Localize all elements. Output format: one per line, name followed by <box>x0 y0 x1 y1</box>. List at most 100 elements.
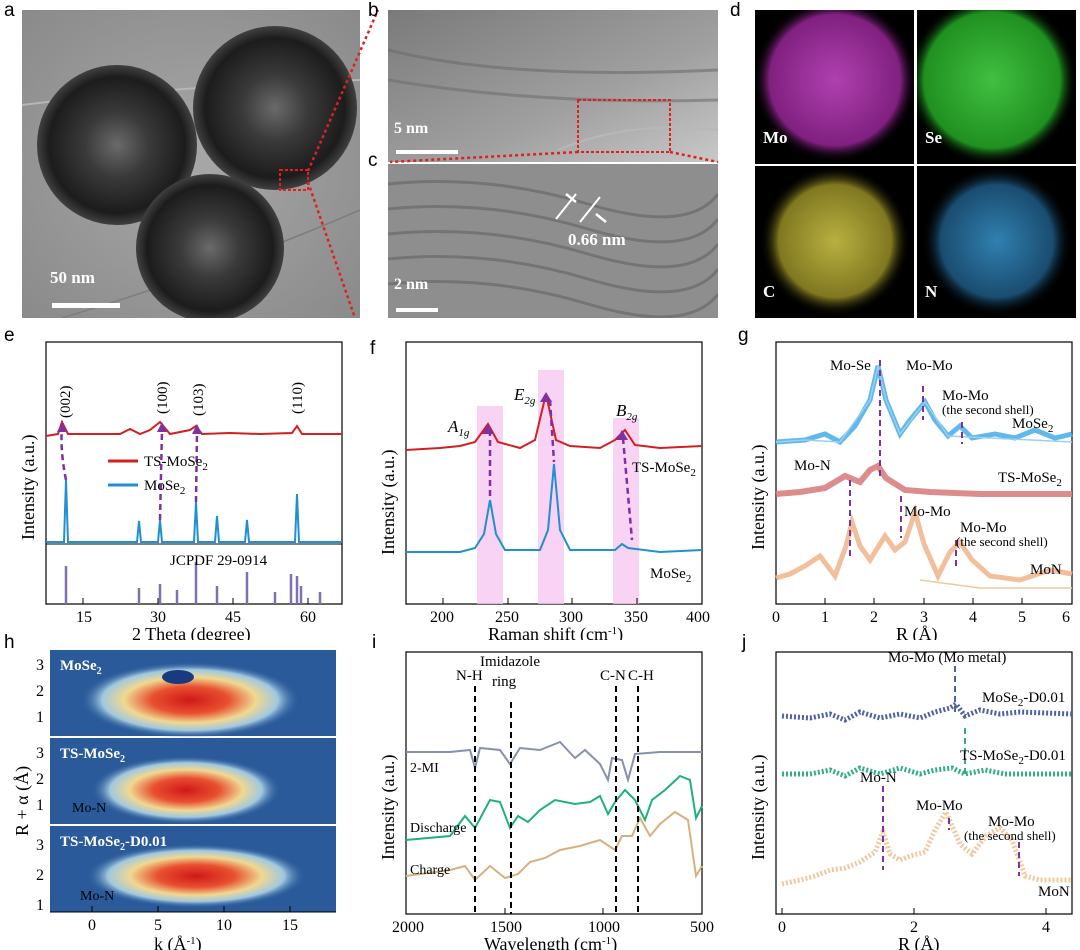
h-ytick-2b: 2 <box>36 771 44 788</box>
f-ylabel: Intensity (a.u.) <box>378 450 399 555</box>
panel-h-label: h <box>4 632 15 653</box>
g-xtick-1: 1 <box>821 609 829 626</box>
g-series-mon: MoN <box>1030 562 1062 578</box>
h-ytick-3b: 3 <box>36 745 44 762</box>
tem-image-a: 50 nm <box>22 10 360 318</box>
j-mose2-curve <box>781 700 1073 723</box>
zoom-lines-b <box>389 150 719 164</box>
raman-chart: 200 250 300 350 400 Raman shift (cm-1) I… <box>378 341 710 640</box>
xrd-ts-curve <box>45 419 342 437</box>
j-ann-mon: Mo-N <box>860 770 897 786</box>
h-ytick-3: 3 <box>36 657 44 674</box>
j-ts-curve <box>782 765 1072 779</box>
e-xtick-45: 45 <box>225 609 241 626</box>
f-mode-b2g: B2g <box>616 401 638 423</box>
e-xtick-60: 60 <box>300 609 316 626</box>
h-xlabel: k (Å-1) <box>154 934 202 950</box>
e-ylabel: Intensity (a.u.) <box>18 435 39 540</box>
i-band-ring: ring <box>492 674 517 690</box>
e-xtick-15: 15 <box>76 609 92 626</box>
j-xlabel: R (Å) <box>898 934 940 950</box>
h-map-mose2: MoSe2 <box>60 658 102 677</box>
eds-map-se: Se <box>917 10 1076 164</box>
i-xtick-1500: 1500 <box>490 919 522 936</box>
h-ytick-1c: 1 <box>36 897 44 914</box>
g-ann-mose: Mo-Se <box>830 358 871 374</box>
h-map-ts: TS-MoSe2 <box>60 746 125 765</box>
lattice-spacing: 0.66 nm <box>568 230 626 249</box>
j-ylabel: Intensity (a.u.) <box>748 755 769 860</box>
f-series-ts: TS-MoSe2 <box>632 460 696 479</box>
j-series-ts: TS-MoSe2-D0.01 <box>960 748 1066 767</box>
g-xtick-3: 3 <box>920 609 928 626</box>
g-xtick-0: 0 <box>772 609 780 626</box>
g-mon-curve <box>775 503 1073 583</box>
eds-label-c: C <box>763 282 776 301</box>
panel-j-label: j <box>742 632 747 653</box>
f-xtick-250: 250 <box>495 609 519 626</box>
g-xlabel: R (Å) <box>896 624 938 640</box>
e-legend-mose2: MoSe2 <box>144 478 185 497</box>
e-peak-103: (103) <box>191 384 207 417</box>
e-ref-card: JCPDF 29-0914 <box>170 553 268 569</box>
f-xtick-350: 350 <box>624 609 648 626</box>
j-xtick-0: 0 <box>778 919 786 936</box>
e-peak-002: (002) <box>58 386 74 419</box>
h-ytick-1: 1 <box>36 709 44 726</box>
raman-mose2-curve <box>406 463 703 554</box>
eds-map-mo: Mo <box>755 10 914 164</box>
f-xtick-300: 300 <box>559 609 583 626</box>
panel-i-label: i <box>372 632 377 653</box>
panel-e-label: e <box>4 325 15 346</box>
f-mode-e2g: E2g <box>513 385 536 407</box>
zoom-lines <box>306 9 380 319</box>
panel-b-label: b <box>368 0 379 21</box>
i-2mi-curve <box>406 740 702 784</box>
i-xlabel: Wavelength (cm-1) <box>484 934 617 950</box>
h-ytick-1b: 1 <box>36 797 44 814</box>
e-xlabel: 2 Theta (degree) <box>132 624 251 640</box>
exafs-chart: 0 1 2 3 4 5 6 R (Å) Intensity (a.u.) Mo-… <box>748 341 1073 640</box>
scale-c: 2 nm <box>394 276 429 293</box>
exafs-j-chart: 0 2 4 R (Å) Intensity (a.u.) Mo-Mo (Mo m… <box>748 650 1073 950</box>
g-ann-momo4: Mo-Mo <box>960 520 1007 536</box>
g-ts-curve <box>775 462 1072 497</box>
h-map-tsd: TS-MoSe2-D0.01 <box>60 834 167 853</box>
j-ann-second: (the second shell) <box>964 828 1056 843</box>
scale-a: 50 nm <box>50 268 95 287</box>
i-band-nh: N-H <box>456 668 483 684</box>
f-xtick-400: 400 <box>686 609 710 626</box>
i-band-imid: Imidazole <box>480 654 540 670</box>
panel-d-label: d <box>730 0 741 21</box>
g-ann-second2: (the second shell) <box>956 534 1048 549</box>
g-ann-second: (the second shell) <box>942 402 1034 417</box>
h-xtick-10: 10 <box>216 917 232 934</box>
e-peak-110: (110) <box>290 382 306 414</box>
f-series-mose2: MoSe2 <box>650 566 691 585</box>
h-mon-1: Mo-N <box>72 801 106 816</box>
i-charge-curve <box>405 810 703 882</box>
g-ann-momo3: Mo-Mo <box>904 504 951 520</box>
g-series-mose2: MoSe2 <box>1012 416 1053 435</box>
g-xtick-5: 5 <box>1018 609 1026 626</box>
g-ann-momo: Mo-Mo <box>906 358 953 374</box>
f-xlabel: Raman shift (cm-1) <box>488 624 623 640</box>
i-xtick-500: 500 <box>690 919 714 936</box>
h-ytick-2: 2 <box>36 683 44 700</box>
panel-c-label: c <box>368 150 378 171</box>
eds-map-n: N <box>917 166 1076 318</box>
g-xtick-4: 4 <box>969 609 977 626</box>
i-band-cn: C-N <box>600 668 626 684</box>
g-ann-momo2: Mo-Mo <box>942 388 989 404</box>
j-ann-momo: Mo-Mo <box>916 798 963 814</box>
i-series-2mi: 2-MI <box>410 761 439 776</box>
hrtem-image-c: 0.66 nm 2 nm <box>388 164 718 318</box>
h-ytick-3c: 3 <box>36 837 44 854</box>
eds-map-c: C <box>755 166 914 318</box>
h-xtick-0: 0 <box>88 917 96 934</box>
g-xtick-6: 6 <box>1062 609 1070 626</box>
eds-label-n: N <box>925 282 938 301</box>
h-xtick-5: 5 <box>154 917 162 934</box>
j-ann-mometal: Mo-Mo (Mo metal) <box>888 650 1006 666</box>
i-xtick-2000: 2000 <box>392 919 424 936</box>
